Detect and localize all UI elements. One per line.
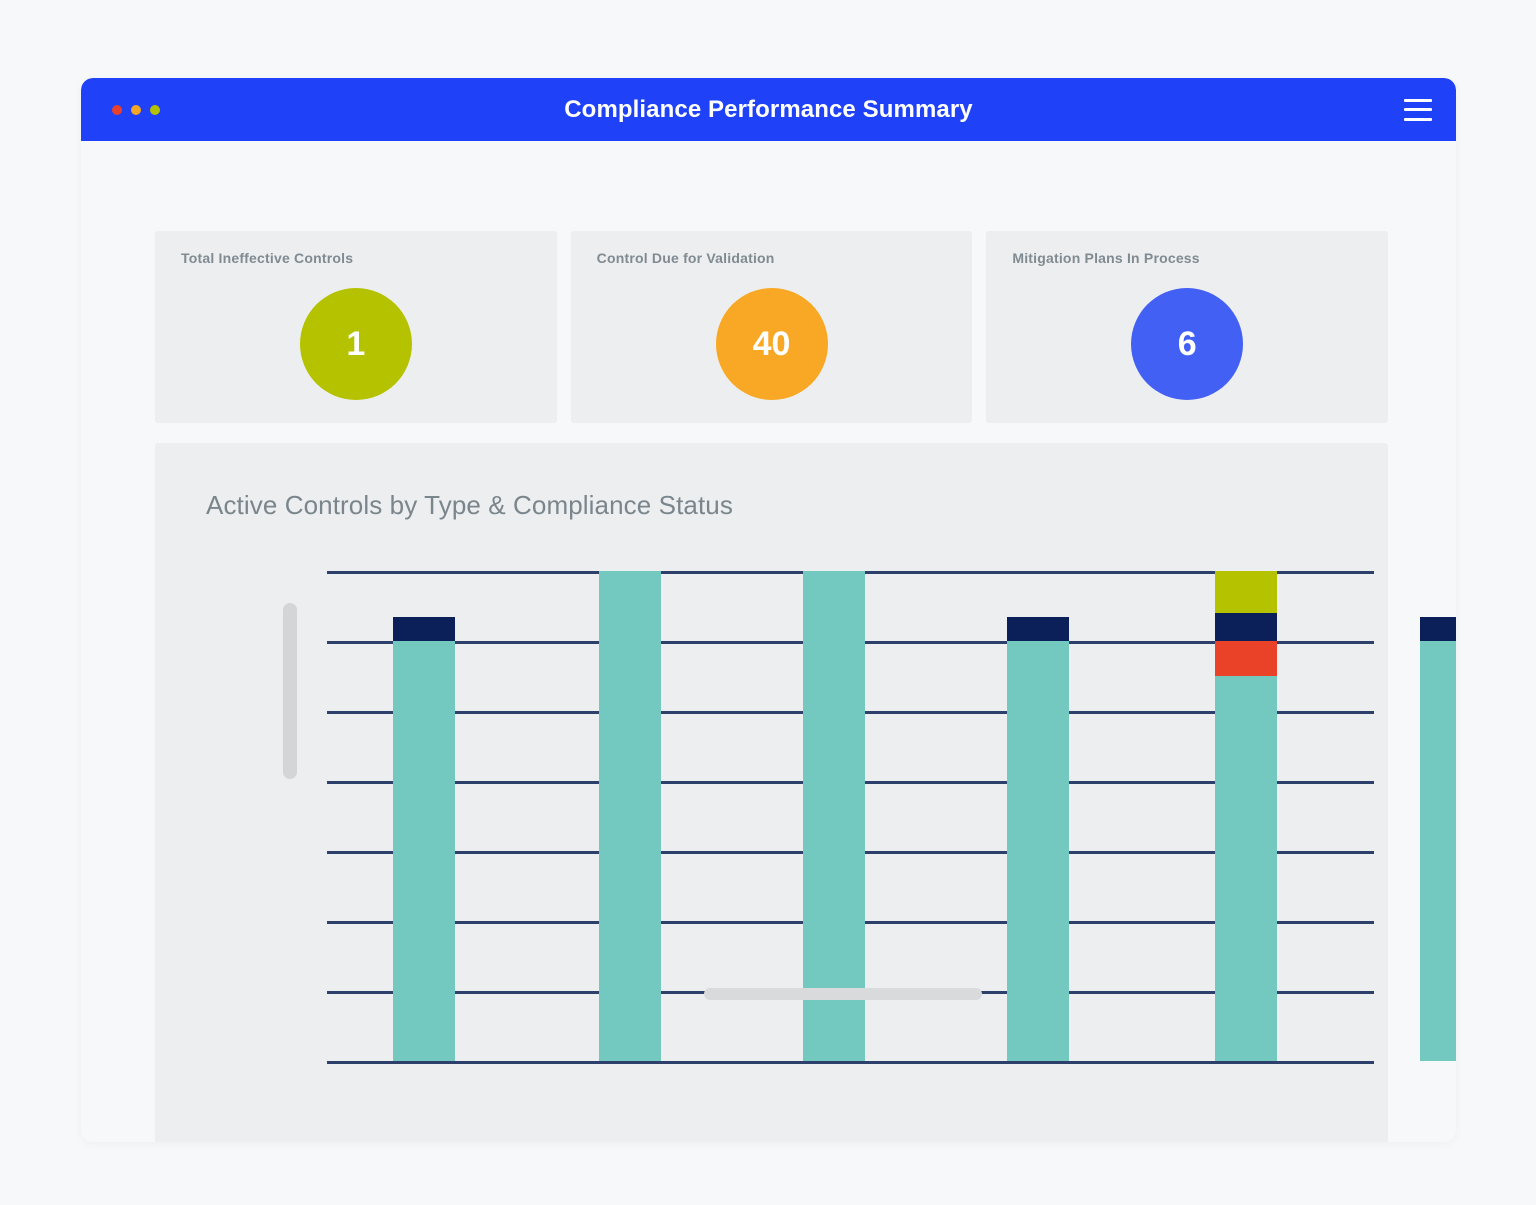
chart-bar[interactable] — [1215, 571, 1277, 1061]
hamburger-bar-2 — [1404, 108, 1432, 111]
chart-bar-segment — [803, 571, 865, 1061]
horizontal-scrollbar[interactable] — [203, 988, 1338, 1000]
chart-bar-segment — [1420, 641, 1456, 1061]
kpi-value-circle: 1 — [299, 288, 412, 400]
kpi-card-control-due-for-validation[interactable]: Control Due for Validation 40 — [570, 231, 973, 423]
app-window: Compliance Performance Summary Total Ine… — [81, 78, 1456, 1142]
kpi-value-circle: 40 — [715, 288, 828, 400]
hamburger-icon[interactable] — [1404, 98, 1432, 121]
kpi-label: Mitigation Plans In Process — [1012, 250, 1200, 266]
chart-bar-segment — [1007, 616, 1069, 641]
hamburger-bar-1 — [1404, 98, 1432, 102]
chart-bar-segment — [1420, 616, 1456, 641]
chart-bar[interactable] — [393, 616, 455, 1061]
window-body: Total Ineffective Controls 1 Control Due… — [81, 141, 1456, 1142]
vertical-scrollbar-thumb[interactable] — [283, 603, 297, 779]
kpi-value-circle: 6 — [1131, 288, 1244, 400]
chart-bar[interactable] — [803, 571, 865, 1061]
window-title: Compliance Performance Summary — [564, 95, 973, 123]
chart-panel: Active Controls by Type & Compliance Sta… — [155, 443, 1456, 1142]
chart-bar[interactable] — [599, 571, 661, 1061]
chart-bar-segment — [1215, 613, 1277, 641]
horizontal-scrollbar-thumb[interactable] — [704, 988, 982, 1000]
chart-bar-segment — [393, 641, 455, 1061]
window-titlebar: Compliance Performance Summary — [81, 78, 1456, 141]
kpi-card-total-ineffective-controls[interactable]: Total Ineffective Controls 1 — [155, 231, 557, 423]
vertical-scrollbar[interactable] — [283, 603, 297, 779]
hamburger-bar-3 — [1404, 117, 1432, 121]
kpi-card-row: Total Ineffective Controls 1 Control Due… — [155, 231, 1389, 423]
chart-bar[interactable] — [1420, 616, 1456, 1061]
chart-bar-segment — [1215, 676, 1277, 1061]
maximize-dot[interactable] — [150, 104, 160, 115]
chart-bar-segment — [1215, 641, 1277, 676]
chart-bar-segment — [1007, 641, 1069, 1061]
chart-bar-segment — [599, 571, 661, 1061]
chart-bar[interactable] — [1007, 616, 1069, 1061]
chart-bar-segment — [1215, 571, 1277, 613]
minimize-dot[interactable] — [131, 104, 141, 115]
close-dot[interactable] — [112, 104, 122, 115]
kpi-card-mitigation-plans-in-process[interactable]: Mitigation Plans In Process 6 — [986, 231, 1389, 423]
chart-title: Active Controls by Type & Compliance Sta… — [206, 490, 733, 520]
chart-gridline — [327, 1061, 1374, 1064]
bar-chart-plot — [327, 571, 1456, 1064]
kpi-label: Control Due for Validation — [596, 250, 775, 266]
chart-bar-segment — [393, 616, 455, 641]
kpi-label: Total Ineffective Controls — [181, 250, 354, 266]
traffic-light-controls — [112, 104, 160, 115]
